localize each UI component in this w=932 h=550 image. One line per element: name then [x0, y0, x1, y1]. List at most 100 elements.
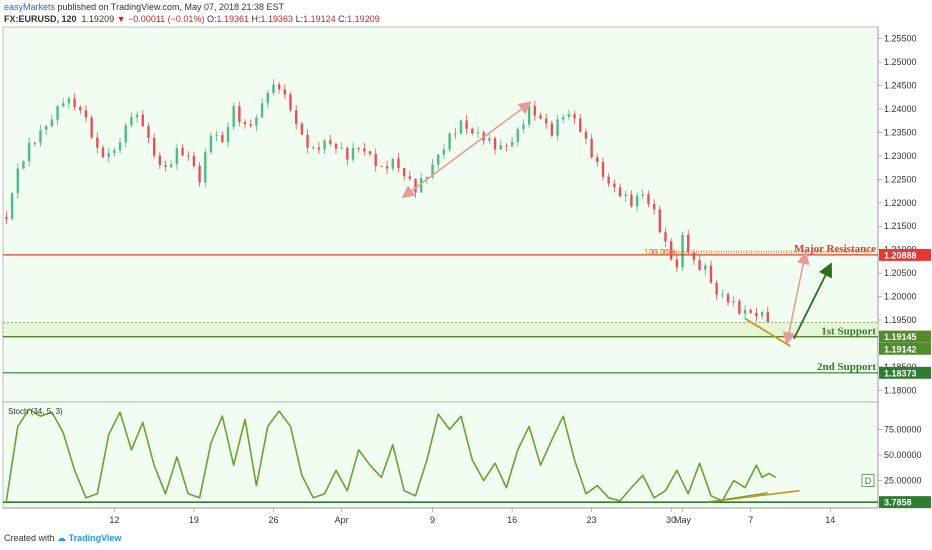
candle-body [272, 84, 275, 93]
candle-body [232, 106, 235, 127]
open-label: O: [206, 14, 217, 24]
x-tick-label: 7 [748, 515, 753, 525]
candle-body [454, 133, 457, 135]
candle-body [198, 165, 201, 183]
candle-body [340, 147, 343, 149]
stoch-green-trendline [708, 492, 768, 503]
candle-body [687, 234, 690, 253]
candle-body [385, 166, 389, 169]
candle-body [533, 105, 537, 116]
symbol-label[interactable]: FX:EURUSD, 120 [4, 14, 77, 24]
candle-body [90, 117, 93, 138]
candle-body [84, 110, 88, 118]
candle-body [465, 120, 468, 129]
x-tick-label: 23 [587, 515, 597, 525]
candle-body [283, 89, 287, 95]
y-tick-label: 1.24000 [884, 104, 917, 114]
price-axis-bg [878, 27, 932, 528]
candle-body [408, 176, 412, 179]
low-value: 1.19124 [303, 14, 336, 24]
candle-body [238, 106, 241, 123]
publisher-name[interactable]: easyMarkets [4, 2, 56, 12]
candle-body [10, 193, 14, 219]
stoch-series-badge [861, 474, 875, 487]
candle-body [562, 116, 565, 120]
level-price-tag [879, 342, 931, 355]
candle-body [567, 114, 571, 117]
candle-body [459, 120, 463, 134]
candle-body [44, 126, 48, 131]
pink-projection-arrow [782, 251, 810, 346]
candle-body [596, 157, 599, 162]
candle-body [27, 142, 31, 162]
candle-body [539, 115, 542, 119]
stoch-tick-label: 75.00000 [884, 425, 922, 435]
candle-body [641, 194, 644, 196]
x-tick-label: May [674, 515, 692, 525]
candle-body [181, 147, 184, 156]
candle-body [437, 154, 440, 165]
tradingview-logo-icon[interactable]: ☁ [57, 533, 67, 543]
candle-body [755, 312, 758, 317]
chart-area[interactable]: 1.25500 1.25000 1.24500 1.24000 1.23500 1.230… [0, 0, 932, 530]
close-value: 1.19209 [347, 14, 380, 24]
candle-body [675, 259, 679, 268]
candle-body [397, 158, 400, 168]
green-target-arrow [793, 262, 832, 340]
candle-body [5, 216, 8, 219]
candle-body [73, 98, 76, 107]
candle-body [590, 138, 593, 158]
candle-body [101, 147, 105, 158]
candle-body [709, 265, 713, 283]
candle-body [169, 164, 173, 167]
pink-projection-arrow [401, 101, 532, 199]
candle-body [510, 141, 514, 146]
level-annotation: 1st Support [821, 326, 876, 338]
candle-body [601, 161, 605, 177]
candle-body [215, 134, 218, 136]
down-arrow-icon: ▼ [116, 14, 126, 24]
y-tick-label: 1.20500 [884, 268, 917, 278]
candle-body [607, 176, 610, 184]
orange-trendline [744, 317, 791, 347]
candle-body [442, 149, 446, 155]
level-price-tag [879, 366, 931, 379]
candle-body [306, 134, 309, 148]
x-tick-label: 26 [268, 515, 278, 525]
candle-body [175, 147, 179, 165]
candle-body [124, 125, 127, 143]
candle-body [164, 164, 167, 167]
level-price-label: 1.20888 [884, 250, 917, 260]
candle-body [39, 130, 42, 143]
candle-body [630, 194, 633, 207]
fib-label-2: 38.20% [650, 248, 677, 257]
candle-body [527, 105, 531, 125]
candle-body [544, 118, 548, 124]
candle-body [476, 132, 480, 134]
candle-body [749, 310, 752, 313]
tradingview-brand[interactable]: TradingView [68, 533, 122, 543]
candle-body [721, 294, 724, 296]
y-tick-label: 1.23000 [884, 151, 917, 161]
candle-body [624, 194, 627, 197]
stoch-line [5, 408, 777, 502]
candle-body [715, 282, 718, 295]
candle-body [192, 155, 196, 166]
candle-body [255, 117, 258, 126]
level-price-label: 1.19145 [884, 332, 917, 342]
candle-body [692, 252, 696, 261]
candle-body [664, 232, 667, 242]
level-price-tag [879, 248, 931, 261]
x-tick-label: 14 [825, 515, 835, 525]
x-tick-label: 19 [189, 515, 199, 525]
candle-body [488, 138, 491, 141]
y-tick-label: 1.19500 [884, 315, 917, 325]
candle-body [16, 168, 19, 194]
candle-body [62, 103, 65, 107]
last-price: 1.19209 [81, 14, 115, 24]
candle-body [357, 148, 360, 149]
x-tick-label: 12 [109, 515, 119, 525]
candle-body [294, 110, 298, 124]
y-tick-label: 1.23500 [884, 127, 917, 137]
candle-body [635, 195, 639, 207]
